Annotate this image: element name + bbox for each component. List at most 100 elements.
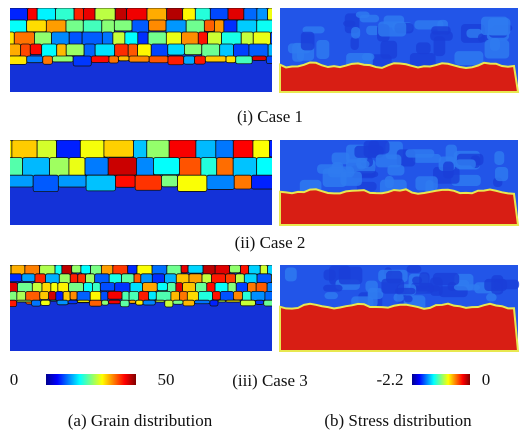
grain [150, 43, 169, 58]
stress-patch [365, 280, 378, 293]
grain [209, 8, 229, 20]
grain [56, 43, 67, 58]
grain [215, 140, 234, 160]
stress-patch [486, 293, 497, 302]
case-caption: (iii) Case 3 [232, 371, 308, 390]
stress-patch [300, 31, 315, 51]
grain [203, 19, 215, 32]
grain [32, 174, 59, 193]
stress-patch [356, 181, 377, 192]
grain [128, 299, 137, 304]
grain [229, 265, 241, 274]
grain [56, 299, 69, 306]
grain [101, 31, 114, 46]
grain [0, 300, 9, 307]
grain [57, 282, 70, 293]
grain [49, 299, 58, 302]
stress-patch [433, 36, 446, 57]
grain [135, 299, 144, 306]
grain [48, 290, 57, 301]
grain [26, 55, 44, 64]
grain [166, 8, 184, 21]
grain [201, 273, 212, 284]
grain [209, 299, 219, 307]
stress-patch [395, 287, 416, 295]
grain [255, 299, 265, 305]
grain [69, 273, 79, 284]
stress-bulk [279, 302, 520, 352]
stress-patch [387, 165, 405, 176]
grain [267, 8, 272, 21]
grain [212, 290, 221, 301]
grain [270, 31, 272, 45]
stress-patch [393, 293, 404, 302]
stress-patch [484, 39, 510, 59]
grain [270, 273, 272, 284]
grain [167, 55, 185, 66]
grain [225, 55, 237, 64]
grain [10, 265, 12, 278]
grain [225, 299, 241, 303]
grain-image [0, 265, 272, 351]
grain [187, 265, 204, 274]
grain-image [10, 8, 272, 92]
stress-patch [316, 39, 330, 59]
grain [217, 299, 227, 303]
stress-patch [292, 42, 304, 62]
grain [101, 299, 109, 306]
grain [219, 290, 234, 302]
stress-patch [375, 154, 402, 168]
grain [177, 174, 208, 192]
grain [180, 265, 189, 274]
grain [117, 55, 130, 62]
grain [206, 174, 235, 190]
grain [11, 140, 38, 159]
grain [72, 55, 92, 67]
grain [164, 299, 174, 308]
colorbar [46, 374, 136, 385]
stress-patch [380, 40, 398, 59]
grain [67, 299, 78, 305]
stress-patch [495, 166, 509, 182]
grain [57, 174, 87, 188]
grain [107, 157, 137, 176]
stress-patch [443, 161, 454, 179]
colorbar-min: -2.2 [377, 370, 404, 389]
grain [251, 55, 267, 61]
grain [167, 43, 185, 56]
grain [21, 273, 36, 282]
grain [233, 290, 243, 301]
grain [194, 55, 206, 65]
grain [10, 140, 13, 159]
grain [100, 290, 109, 302]
stress-patch [409, 52, 436, 68]
grain [250, 290, 266, 301]
grain [42, 55, 53, 65]
grain [80, 265, 91, 275]
grain [128, 55, 150, 63]
grain [36, 8, 56, 22]
grain [194, 8, 211, 22]
colorbar [412, 374, 470, 385]
grain [142, 282, 158, 292]
stress-patch [366, 25, 380, 36]
column-caption: (a) Grain distribution [68, 411, 213, 430]
grain [31, 282, 43, 293]
grain [68, 282, 84, 293]
grain [115, 174, 136, 188]
stress-patch [378, 21, 407, 37]
grain [146, 8, 168, 22]
grain [10, 273, 23, 283]
grain [153, 157, 180, 176]
grain [154, 299, 166, 303]
stress-patch [351, 26, 361, 39]
stress-patch [359, 14, 380, 23]
grain [107, 299, 121, 305]
stress-patch [493, 279, 520, 290]
grain [76, 299, 90, 303]
stress-patch [405, 149, 435, 158]
grain [10, 299, 18, 308]
stress-patch [403, 295, 413, 303]
grain [16, 299, 32, 303]
stress-patch [354, 145, 384, 158]
